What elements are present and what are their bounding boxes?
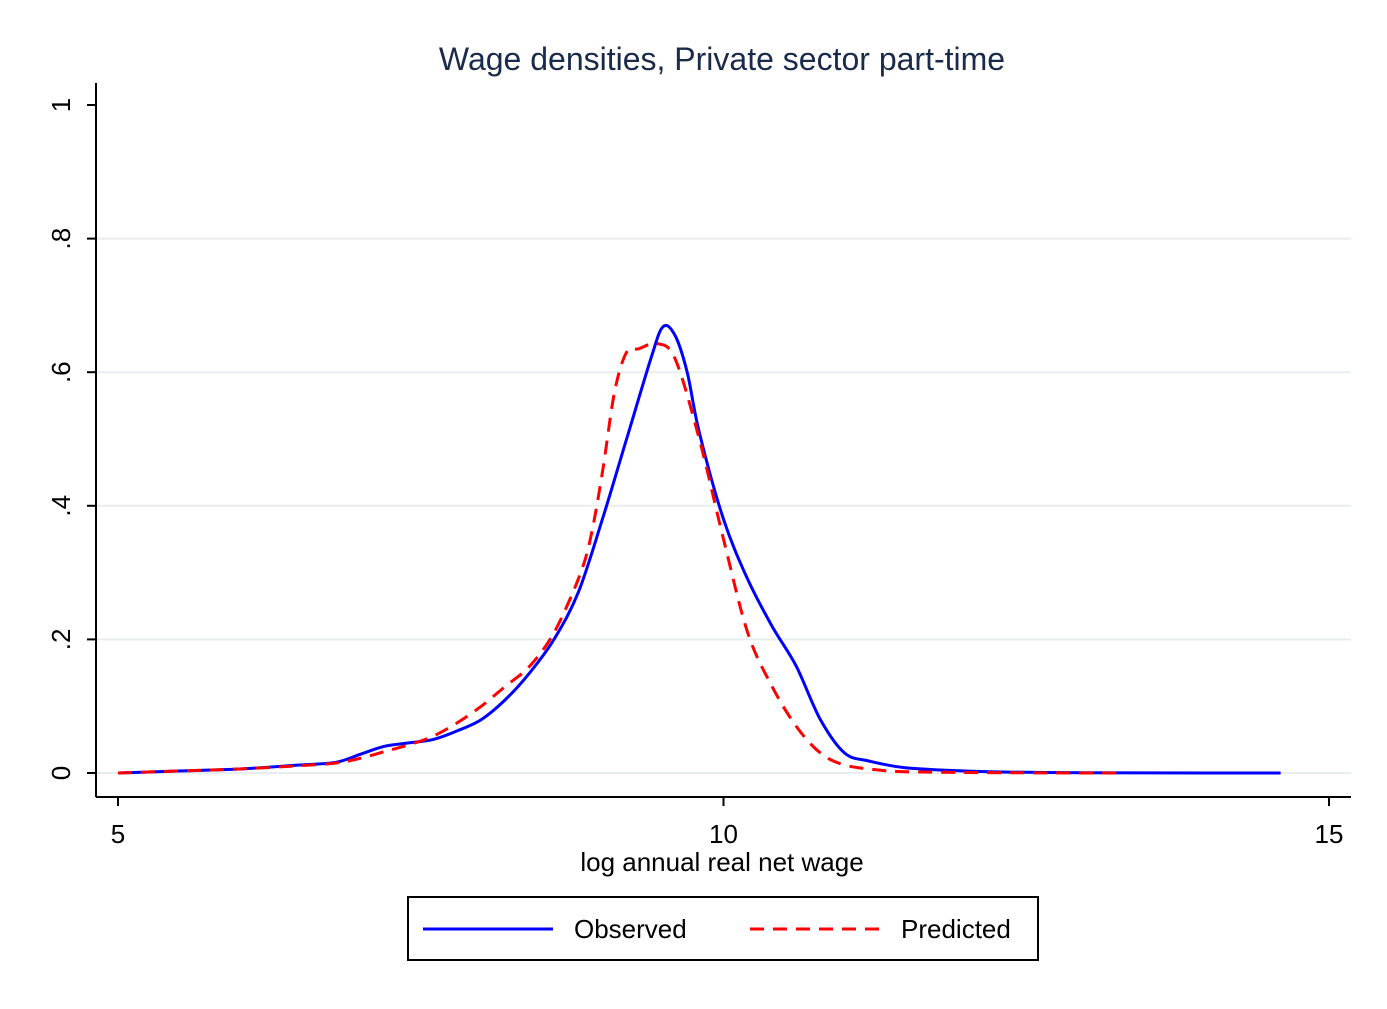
y-axis-ticks: 0 .2 .4 .6 .8 1	[46, 98, 96, 780]
legend-label-observed: Observed	[574, 914, 687, 944]
y-tick-label-0: 0	[46, 766, 76, 780]
x-tick-label-1: 10	[709, 819, 738, 849]
legend-label-predicted: Predicted	[901, 914, 1011, 944]
y-tick-label-2: .4	[46, 495, 76, 517]
series-line-observed	[117, 323, 1281, 775]
x-axis-label: log annual real net wage	[580, 847, 863, 877]
x-axis-ticks: 5 10 15	[111, 797, 1344, 849]
series-line-predicted	[117, 341, 1124, 775]
x-tick-label-0: 5	[111, 819, 125, 849]
series-layer	[117, 323, 1281, 775]
y-tick-label-1: .2	[46, 629, 76, 651]
legend: Observed Predicted	[407, 896, 1039, 961]
y-tick-label-4: .8	[46, 228, 76, 250]
x-tick-label-2: 15	[1315, 819, 1344, 849]
y-tick-label-3: .6	[46, 361, 76, 383]
chart-title: Wage densities, Private sector part-time	[439, 41, 1005, 77]
y-tick-label-5: 1	[46, 98, 76, 112]
